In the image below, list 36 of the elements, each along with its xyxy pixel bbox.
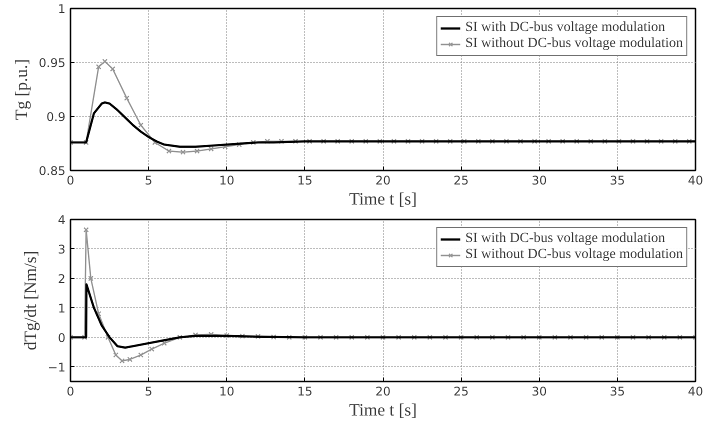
y-tick-label: 0	[58, 330, 66, 345]
y-axis-title: dTg/dt [Nm/s]	[20, 250, 40, 350]
y-tick-label: −1	[48, 360, 66, 374]
x-tick-label: 25	[453, 174, 469, 188]
x-tick-label: 25	[453, 384, 469, 398]
y-tick-label: 0.9	[46, 110, 66, 124]
x-tick-label: 30	[532, 384, 547, 398]
x-tick-label: 20	[375, 174, 391, 188]
x-tick-label: 35	[610, 384, 626, 398]
y-axis-title: Tg [p.u.]	[12, 58, 31, 120]
legend-label: SI without DC-bus voltage modulation	[465, 247, 683, 263]
x-tick-label: 10	[219, 174, 234, 188]
x-tick-label: 15	[297, 174, 313, 188]
y-tick-label: 3	[58, 242, 66, 256]
legend-label: SI without DC-bus voltage modulation	[465, 36, 683, 52]
x-axis-title: Time t [s]	[349, 190, 417, 208]
x-tick-label: 10	[219, 384, 234, 398]
y-tick-label: 0.95	[38, 56, 66, 70]
x-tick-label: 5	[144, 174, 152, 188]
x-tick-label: 40	[688, 384, 704, 398]
y-tick-label: 0.85	[38, 164, 66, 178]
x-tick-label: 0	[66, 174, 74, 188]
legend-label: SI with DC-bus voltage modulation	[465, 20, 666, 36]
legend-label: SI with DC-bus voltage modulation	[465, 231, 666, 247]
x-tick-label: 35	[610, 174, 626, 188]
x-tick-label: 30	[532, 174, 547, 188]
y-tick-label: 1	[58, 301, 66, 316]
x-tick-label: 20	[375, 384, 391, 398]
x-axis-title: Time t [s]	[349, 400, 417, 420]
y-tick-label: 2	[58, 272, 66, 286]
y-tick-label: 4	[58, 213, 66, 227]
x-tick-label: 40	[688, 174, 704, 188]
y-tick-label: 1	[58, 2, 66, 16]
x-tick-label: 0	[66, 384, 74, 398]
x-tick-label: 15	[297, 384, 313, 398]
x-tick-label: 5	[144, 384, 152, 398]
